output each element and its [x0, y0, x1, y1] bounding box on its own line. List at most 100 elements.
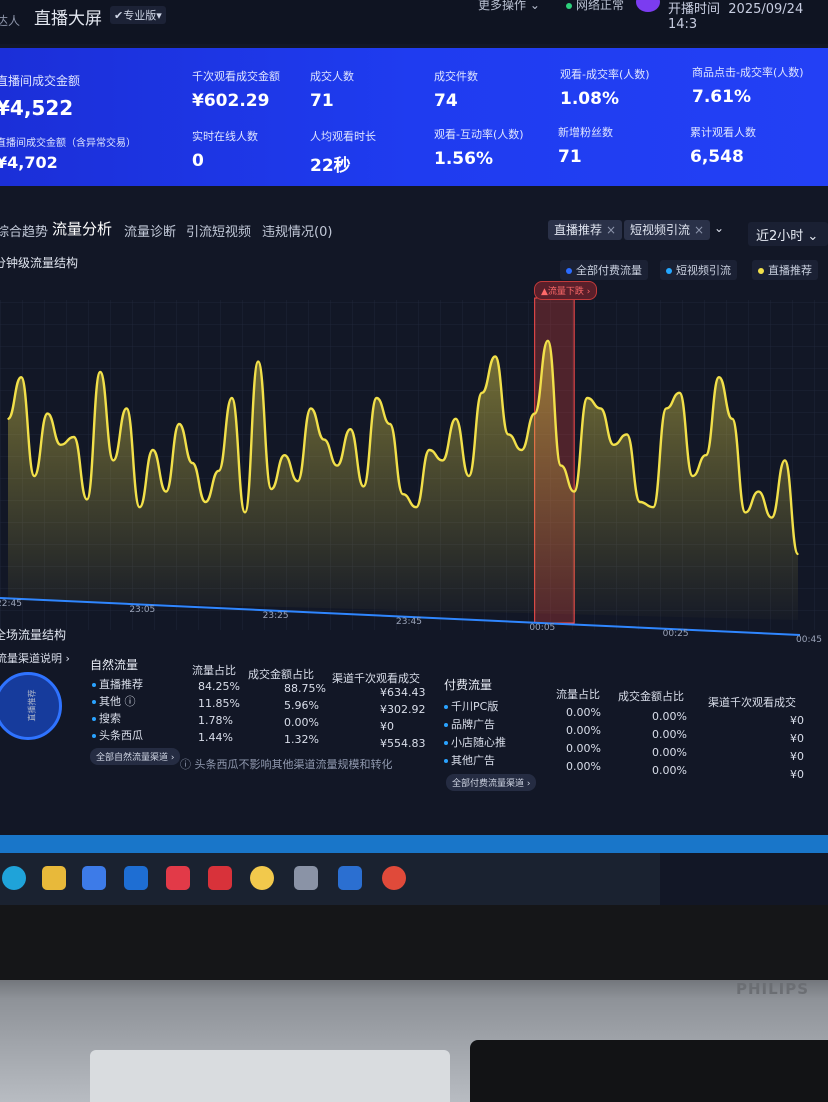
avatar[interactable] [636, 0, 660, 12]
channel-name[interactable]: 小店随心推 [444, 734, 506, 750]
channel-name[interactable]: 其他广告 [444, 752, 495, 768]
close-icon[interactable]: × [606, 223, 617, 237]
edge-icon[interactable] [2, 866, 26, 890]
data-point[interactable] [586, 397, 589, 399]
data-point[interactable] [533, 412, 536, 415]
legend-item[interactable]: 短视频引流 [660, 260, 737, 280]
data-point[interactable] [204, 501, 207, 503]
data-point[interactable] [705, 454, 707, 456]
data-point[interactable] [165, 490, 167, 493]
data-point[interactable] [138, 506, 141, 508]
data-point[interactable] [257, 360, 259, 363]
data-point[interactable] [639, 501, 641, 503]
data-point[interactable] [125, 407, 128, 410]
word-icon[interactable] [338, 866, 362, 890]
data-point[interactable] [757, 490, 760, 493]
channel-help-link[interactable]: 流量渠道说明 › [0, 652, 70, 665]
data-point[interactable] [283, 454, 286, 456]
all-natural-channels-button[interactable]: 全部自然流量渠道 › [90, 748, 181, 765]
data-point[interactable] [691, 475, 694, 477]
folder-icon[interactable] [42, 866, 66, 890]
data-point[interactable] [112, 459, 115, 462]
legend-item[interactable]: 直播推荐 [752, 260, 818, 280]
channel-name[interactable]: 品牌广告 [444, 716, 495, 732]
data-point[interactable] [310, 407, 312, 410]
data-point[interactable] [626, 433, 628, 436]
chrome-icon[interactable] [382, 866, 406, 890]
tab-traffic-analysis[interactable]: 流量分析 [52, 220, 113, 238]
data-point[interactable] [428, 449, 431, 451]
data-point[interactable] [362, 485, 365, 488]
data-point[interactable] [336, 464, 338, 467]
legend-item[interactable]: 全部付费流量 [560, 260, 648, 280]
data-point[interactable] [494, 355, 496, 358]
data-point[interactable] [59, 444, 62, 446]
chevron-down-icon[interactable]: ⌄ [714, 221, 725, 235]
data-point[interactable] [270, 488, 273, 490]
time-range-select[interactable]: 近2小时 ⌄ [748, 222, 828, 246]
data-point[interactable] [231, 397, 233, 399]
data-point[interactable] [599, 407, 602, 410]
data-point[interactable] [665, 407, 668, 410]
data-point[interactable] [73, 436, 75, 438]
data-point[interactable] [323, 438, 325, 441]
filter-chip[interactable]: 直播推荐 × [548, 220, 623, 240]
channel-name[interactable]: 搜索 [92, 710, 121, 726]
netease-icon[interactable] [166, 866, 190, 890]
close-icon[interactable]: × [694, 223, 705, 237]
channel-name[interactable]: 其他 ⓘ [92, 693, 136, 709]
edition-badge[interactable]: ✔专业版▾ [110, 6, 166, 24]
data-point[interactable] [612, 444, 615, 446]
data-point[interactable] [573, 490, 575, 493]
tab-traffic-diagnosis[interactable]: 流量诊断 [124, 225, 177, 240]
data-point[interactable] [441, 459, 444, 462]
data-point[interactable] [560, 464, 562, 467]
data-point[interactable] [678, 392, 681, 394]
yellow-app-icon[interactable] [250, 866, 274, 890]
data-point[interactable] [415, 506, 417, 508]
data-point[interactable] [797, 553, 799, 555]
settings-icon[interactable] [294, 866, 318, 890]
data-point[interactable] [152, 449, 154, 451]
data-point[interactable] [744, 511, 747, 514]
channel-name[interactable]: 头条西瓜 [92, 727, 143, 743]
data-point[interactable] [652, 506, 654, 508]
channel-name[interactable]: 直播推荐 [92, 676, 143, 692]
all-paid-channels-button[interactable]: 全部付费流量渠道 › [446, 774, 537, 791]
filter-chip[interactable]: 短视频引流 × [624, 220, 711, 240]
data-point[interactable] [349, 428, 352, 430]
channel-name[interactable]: 千川PC版 [444, 698, 498, 714]
data-point[interactable] [718, 376, 720, 378]
tab-violations[interactable]: 违规情况(0) [262, 225, 333, 240]
data-point[interactable] [178, 423, 180, 425]
data-point[interactable] [296, 480, 299, 482]
data-point[interactable] [33, 475, 36, 477]
data-point[interactable] [86, 498, 88, 501]
outlook-icon[interactable] [124, 866, 148, 890]
data-point[interactable] [481, 392, 483, 394]
data-point[interactable] [217, 470, 220, 472]
data-point[interactable] [402, 493, 404, 495]
data-point[interactable] [468, 475, 470, 477]
more-actions-button[interactable]: 更多操作 ⌄ [478, 0, 540, 12]
tab-short-video[interactable]: 引流短视频 [186, 225, 252, 240]
data-point[interactable] [784, 459, 786, 462]
breadcrumb[interactable]: 达人 [0, 14, 21, 28]
data-point[interactable] [454, 418, 457, 420]
data-point[interactable] [770, 516, 773, 519]
data-point[interactable] [244, 511, 246, 514]
data-point[interactable] [99, 371, 101, 373]
data-point[interactable] [389, 423, 391, 425]
data-point[interactable] [191, 462, 194, 464]
data-point[interactable] [507, 433, 510, 436]
data-point[interactable] [520, 449, 523, 451]
data-point[interactable] [20, 376, 22, 378]
data-point[interactable] [375, 397, 378, 399]
tab-overall-trend[interactable]: 综合趋势 [0, 225, 49, 240]
data-point[interactable] [7, 418, 9, 420]
data-point[interactable] [46, 412, 49, 415]
traffic-line-chart[interactable]: 22:45 23:05 23:25 23:45 00:05 00:25 00:45 [0, 280, 828, 660]
store-icon[interactable] [82, 866, 106, 890]
data-point[interactable] [731, 418, 733, 420]
data-point[interactable] [547, 340, 549, 342]
